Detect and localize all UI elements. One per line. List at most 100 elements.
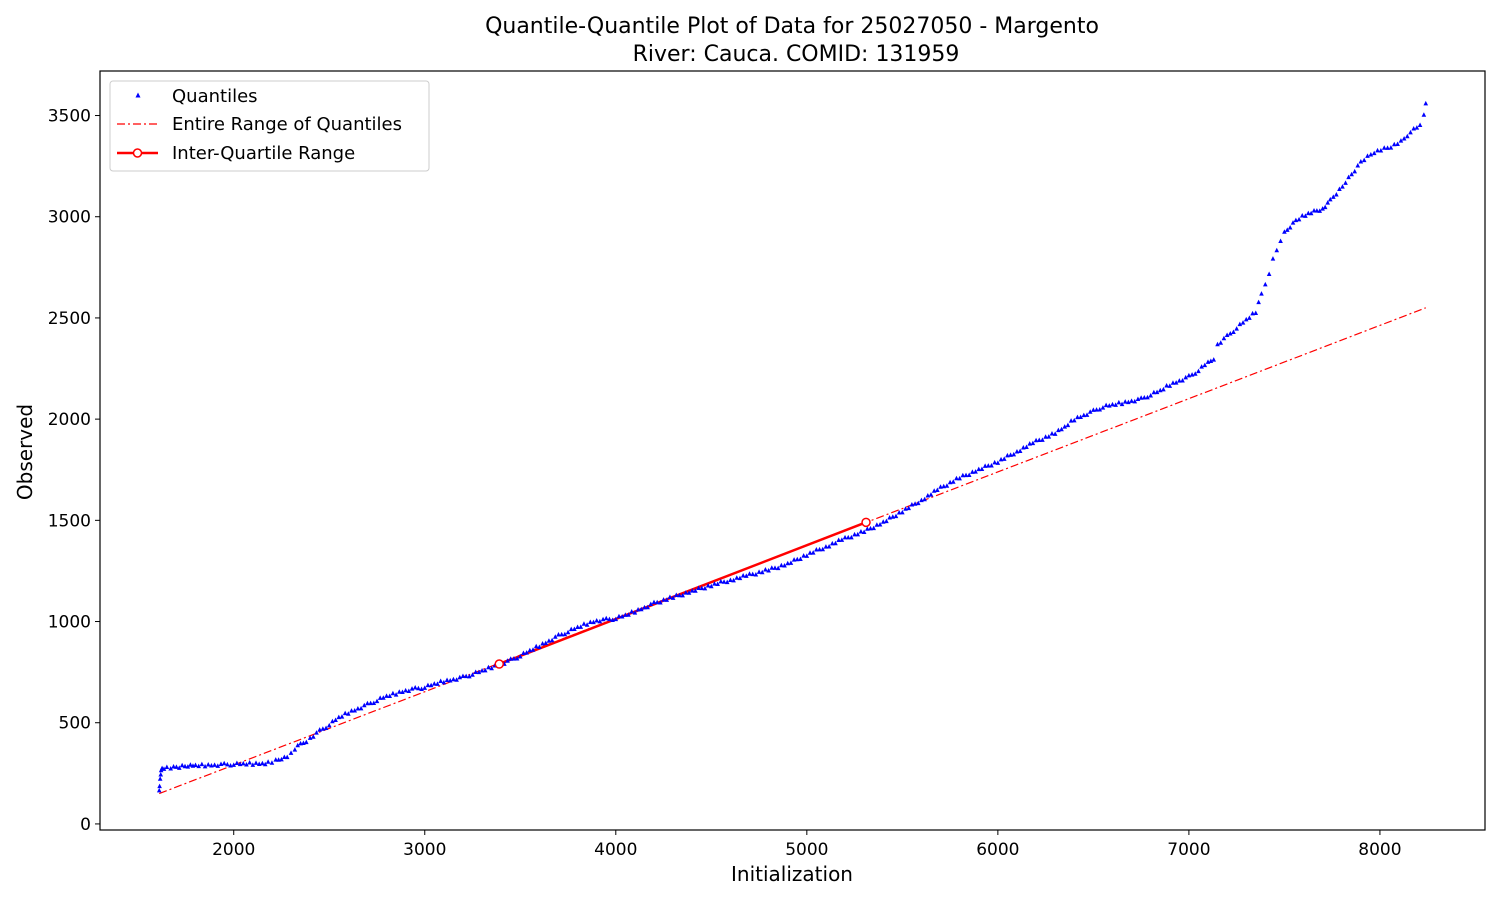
quantile-point [1173, 380, 1179, 385]
quantile-point [1293, 217, 1299, 223]
quantile-point [619, 613, 625, 619]
quantile-point [416, 685, 421, 691]
quantile-point [871, 525, 876, 531]
quantile-point [1008, 452, 1013, 457]
quantile-point [756, 569, 762, 574]
quantile-point [1343, 180, 1348, 185]
quantile-point [339, 714, 345, 719]
quantile-point [221, 760, 227, 766]
quantile-point [262, 761, 268, 767]
quantile-point [794, 556, 800, 562]
quantile-point [1081, 412, 1087, 418]
quantile-point [158, 772, 164, 777]
quantile-point [807, 550, 813, 555]
quantile-point [1202, 362, 1208, 368]
quantile-point [1177, 378, 1182, 383]
quantile-point [355, 706, 361, 711]
quantile-point [1043, 434, 1048, 439]
quantile-point [954, 475, 959, 481]
quantile-point [877, 521, 883, 527]
quantile-point [1196, 368, 1201, 374]
chart-title-line-1: Quantile-Quantile Plot of Data for 25027… [485, 14, 1099, 39]
quantile-point [188, 762, 193, 767]
quantile-point [1381, 145, 1387, 150]
quantile-point [900, 509, 905, 515]
quantile-point [944, 483, 950, 488]
quantile-point [1221, 335, 1227, 341]
quantile-point [505, 658, 510, 663]
quantile-point [157, 783, 162, 789]
quantile-point [463, 673, 469, 679]
quantile-point [422, 685, 428, 690]
quantile-point [884, 518, 889, 524]
quantile-point [1084, 412, 1090, 417]
quantile-point [556, 631, 561, 637]
quantile-point [705, 583, 711, 588]
quantile-point [632, 610, 638, 615]
quantile-point [976, 466, 982, 472]
legend: Quantiles Entire Range of Quantiles Inte… [109, 80, 430, 172]
quantile-point [616, 613, 622, 619]
quantile-point [1170, 380, 1176, 385]
legend-label-range: Entire Range of Quantiles [172, 114, 402, 135]
x-tick-label: 8000 [1358, 840, 1401, 860]
quantile-point [1122, 399, 1128, 404]
quantile-point [486, 664, 491, 670]
quantile-point [438, 678, 443, 684]
quantile-point [1075, 414, 1080, 420]
quantile-point [1408, 129, 1413, 135]
quantile-point [750, 571, 756, 577]
quantile-point [817, 546, 822, 552]
quantile-point [457, 674, 463, 680]
quantile-point [1227, 330, 1233, 336]
quantile-point [537, 644, 542, 650]
quantile-point [1237, 321, 1243, 327]
quantile-point [1385, 145, 1390, 150]
quantile-point [960, 472, 966, 478]
quantile-point [1355, 163, 1361, 168]
quantile-point [1062, 424, 1068, 429]
quantile-point [1247, 315, 1252, 320]
quantile-point [432, 681, 437, 686]
quantile-point [527, 647, 533, 653]
quantile-point [995, 460, 1001, 465]
quantile-point [371, 700, 377, 706]
quantile-point [785, 560, 791, 566]
quantile-point [1234, 326, 1239, 331]
quantile-point [769, 565, 775, 570]
quantile-point [874, 522, 880, 527]
quantile-point [737, 575, 743, 581]
chart-title-line-2: River: Cauca. COMID: 131959 [633, 42, 960, 67]
quantile-point [157, 776, 163, 781]
quantile-point [1303, 213, 1308, 218]
y-tick-label: 2000 [48, 410, 91, 430]
quantile-point [677, 592, 682, 598]
quantile-point [982, 463, 988, 468]
quantile-point [699, 585, 705, 591]
quantile-point [804, 553, 810, 558]
quantile-point [683, 590, 689, 595]
quantile-point [845, 534, 851, 540]
quantile-point [514, 655, 520, 661]
quantile-point [565, 629, 571, 635]
quantile-point [1030, 440, 1036, 446]
quantile-point [282, 754, 287, 760]
quantile-point [1027, 441, 1033, 446]
quantile-point [320, 726, 326, 731]
quantile-point [568, 626, 574, 632]
quantile-point [454, 677, 459, 682]
quantile-point [1091, 407, 1096, 412]
quantile-point [667, 594, 673, 600]
quantile-point [1270, 256, 1276, 261]
quantile-point [868, 525, 873, 531]
quantile-point [1097, 407, 1103, 412]
quantile-point [185, 764, 191, 769]
quantile-point [1129, 398, 1134, 403]
quantile-point [1368, 151, 1374, 157]
quantile-point [597, 618, 603, 624]
y-axis-label: Observed [13, 404, 37, 500]
quantile-point [670, 595, 676, 600]
quantile-point [1116, 399, 1122, 405]
quantile-point [1049, 430, 1055, 436]
quantile-point [979, 466, 985, 471]
